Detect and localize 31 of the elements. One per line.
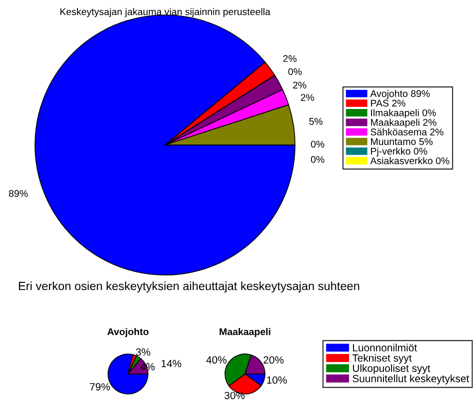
data-label: 3% xyxy=(136,348,150,356)
data-label: 2% xyxy=(293,82,306,89)
text: 0% xyxy=(288,68,302,76)
legend-label: Sähköasema 2% xyxy=(370,128,444,136)
legend-label: Suunnitellut keskeytykset xyxy=(352,374,470,384)
data-label: 5% xyxy=(309,118,323,125)
data-label: 2% xyxy=(283,55,296,62)
data-label: 40% xyxy=(206,356,227,364)
data-label: 89% xyxy=(8,190,28,197)
legend-label: Ulkopuoliset syyt xyxy=(352,364,430,374)
chart-title: Avojohto xyxy=(107,328,148,338)
legend-label: Maakaapeli 2% xyxy=(371,118,436,128)
data-label: 14% xyxy=(162,360,182,368)
legend-label: Luonnonilmiöt xyxy=(353,344,417,352)
legend-label: Avojohto 89% xyxy=(370,90,430,99)
chart-title: Maakaapeli xyxy=(220,328,270,338)
data-label: 10% xyxy=(267,376,287,384)
legend-label: Tekniset syyt xyxy=(352,354,412,364)
data-label: 79% xyxy=(90,383,110,391)
text: 0% xyxy=(310,140,324,148)
text: Eri verkon osien keskeytyksien aiheuttajat keskeytysajan suhteen xyxy=(18,281,360,292)
data-label: 20% xyxy=(264,356,284,364)
legend-label: Pj-verkko 0% xyxy=(371,147,428,157)
legend-label: PAS 2% xyxy=(371,100,406,107)
chart-title: Keskeytysajan jakauma vian sijainnin perusteella xyxy=(60,8,270,18)
legend-label: Ilmakaapeli 0% xyxy=(371,109,436,118)
legend-label: Asiakasverkko 0% xyxy=(370,157,450,164)
legend-label: Muuntamo 5% xyxy=(371,138,433,146)
data-label: 2% xyxy=(300,94,314,101)
text: 0% xyxy=(310,156,324,163)
data-label: 30% xyxy=(224,392,245,400)
